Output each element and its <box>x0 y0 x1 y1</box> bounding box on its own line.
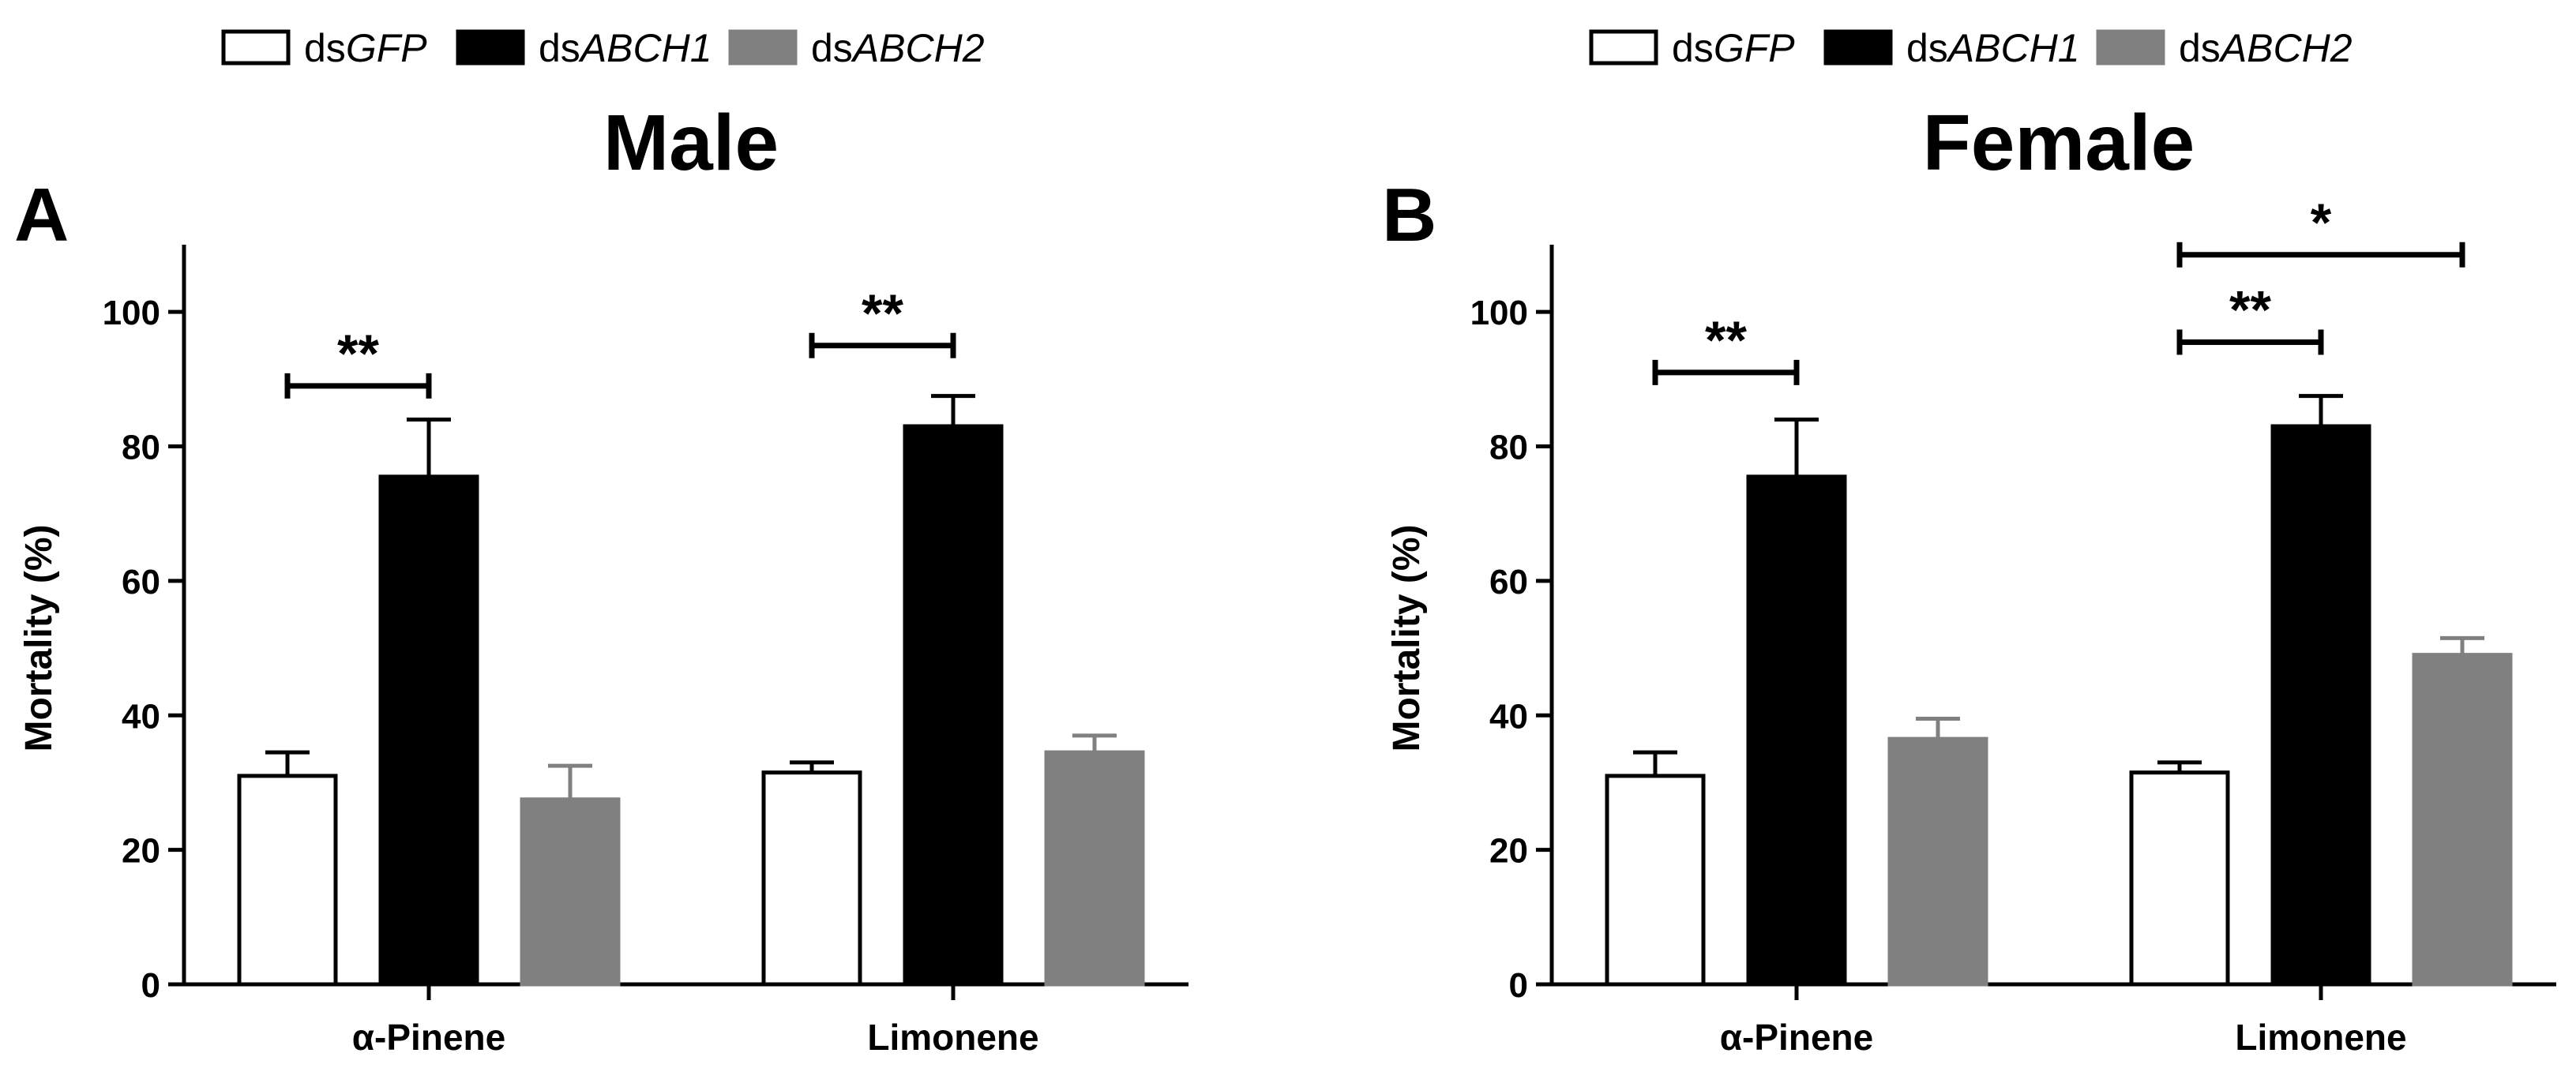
legend: dsGFP dsABCH1 dsABCH2 <box>221 26 985 70</box>
y-tick-label: 20 <box>122 832 160 871</box>
legend-swatch-abch1 <box>456 29 525 66</box>
x-tick-label: Limonene <box>2235 1017 2406 1058</box>
legend-label-abch2: dsABCH2 <box>811 26 985 70</box>
significance-marker: ** <box>809 283 956 358</box>
legend-label-gfp: dsGFP <box>304 26 427 70</box>
legend-label-gfp: dsGFP <box>1672 26 1795 70</box>
y-tick-label: 40 <box>122 697 160 736</box>
bar-dsabch1 <box>1746 474 1847 987</box>
y-tick-label: 80 <box>122 429 160 467</box>
bar-dsgfp <box>761 770 862 987</box>
legend: dsGFP dsABCH1 dsABCH2 <box>1589 26 2353 70</box>
significance-label: ** <box>337 324 379 384</box>
significance-marker: ** <box>284 324 432 399</box>
legend-swatch-abch2 <box>728 29 798 66</box>
y-axis-label: Mortality (%) <box>18 525 60 752</box>
x-tick-label: α-Pinene <box>352 1017 505 1058</box>
legend-label-abch1: dsABCH1 <box>539 26 712 70</box>
bar-dsabch1 <box>903 424 1004 987</box>
significance-label: ** <box>862 283 903 343</box>
legend-swatch-gfp <box>1589 29 1658 66</box>
chart-title: Female <box>1923 99 2195 187</box>
bar-dsgfp <box>2129 770 2230 987</box>
legend-label-abch1: dsABCH1 <box>1906 26 2080 70</box>
x-tick-label: α-Pinene <box>1720 1017 1873 1058</box>
panel-b: dsGFP dsABCH1 dsABCH2 B Female 0 20 40 60 80 100 Mo… <box>1382 26 2556 1058</box>
y-tick-label: 100 <box>103 294 160 332</box>
bar-dsabch1 <box>2270 424 2371 987</box>
panel-letter: B <box>1382 173 1436 257</box>
significance-marker: ** <box>2176 280 2324 355</box>
significance-marker: * <box>2176 193 2465 268</box>
y-tick-label: 0 <box>1509 966 1528 1005</box>
y-tick-label: 80 <box>1489 429 1528 467</box>
y-tick-label: 0 <box>141 966 160 1005</box>
significance-label: * <box>2311 193 2332 253</box>
bar-dsabch2 <box>1044 750 1145 987</box>
legend-swatch-abch1 <box>1823 29 1893 66</box>
bar-dsabch2 <box>2412 653 2513 987</box>
y-tick-label: 60 <box>122 563 160 601</box>
legend-swatch-gfp <box>221 29 291 66</box>
bar-dsabch1 <box>378 474 479 987</box>
y-tick-label: 20 <box>1489 832 1528 871</box>
y-axis-label: Mortality (%) <box>1386 525 1428 752</box>
significance-label: ** <box>2229 280 2271 340</box>
significance-marker: ** <box>1652 310 1800 385</box>
y-tick-label: 100 <box>1470 294 1528 332</box>
legend-label-abch2: dsABCH2 <box>2179 26 2353 70</box>
chart-title: Male <box>603 99 779 187</box>
panel-letter: A <box>14 173 69 257</box>
bar-dsgfp <box>1605 774 1706 987</box>
y-tick-label: 60 <box>1489 563 1528 601</box>
panel-a: dsGFP dsABCH1 dsABCH2 A Male 0 20 40 60 80 100 Mort… <box>14 26 1188 1058</box>
x-tick-label: Limonene <box>867 1017 1038 1058</box>
bar-dsabch2 <box>1887 736 1988 987</box>
y-tick-label: 40 <box>1489 697 1528 736</box>
legend-swatch-abch2 <box>2096 29 2165 66</box>
bar-dsgfp <box>237 774 338 987</box>
bar-dsabch2 <box>520 797 621 987</box>
significance-label: ** <box>1705 310 1747 370</box>
